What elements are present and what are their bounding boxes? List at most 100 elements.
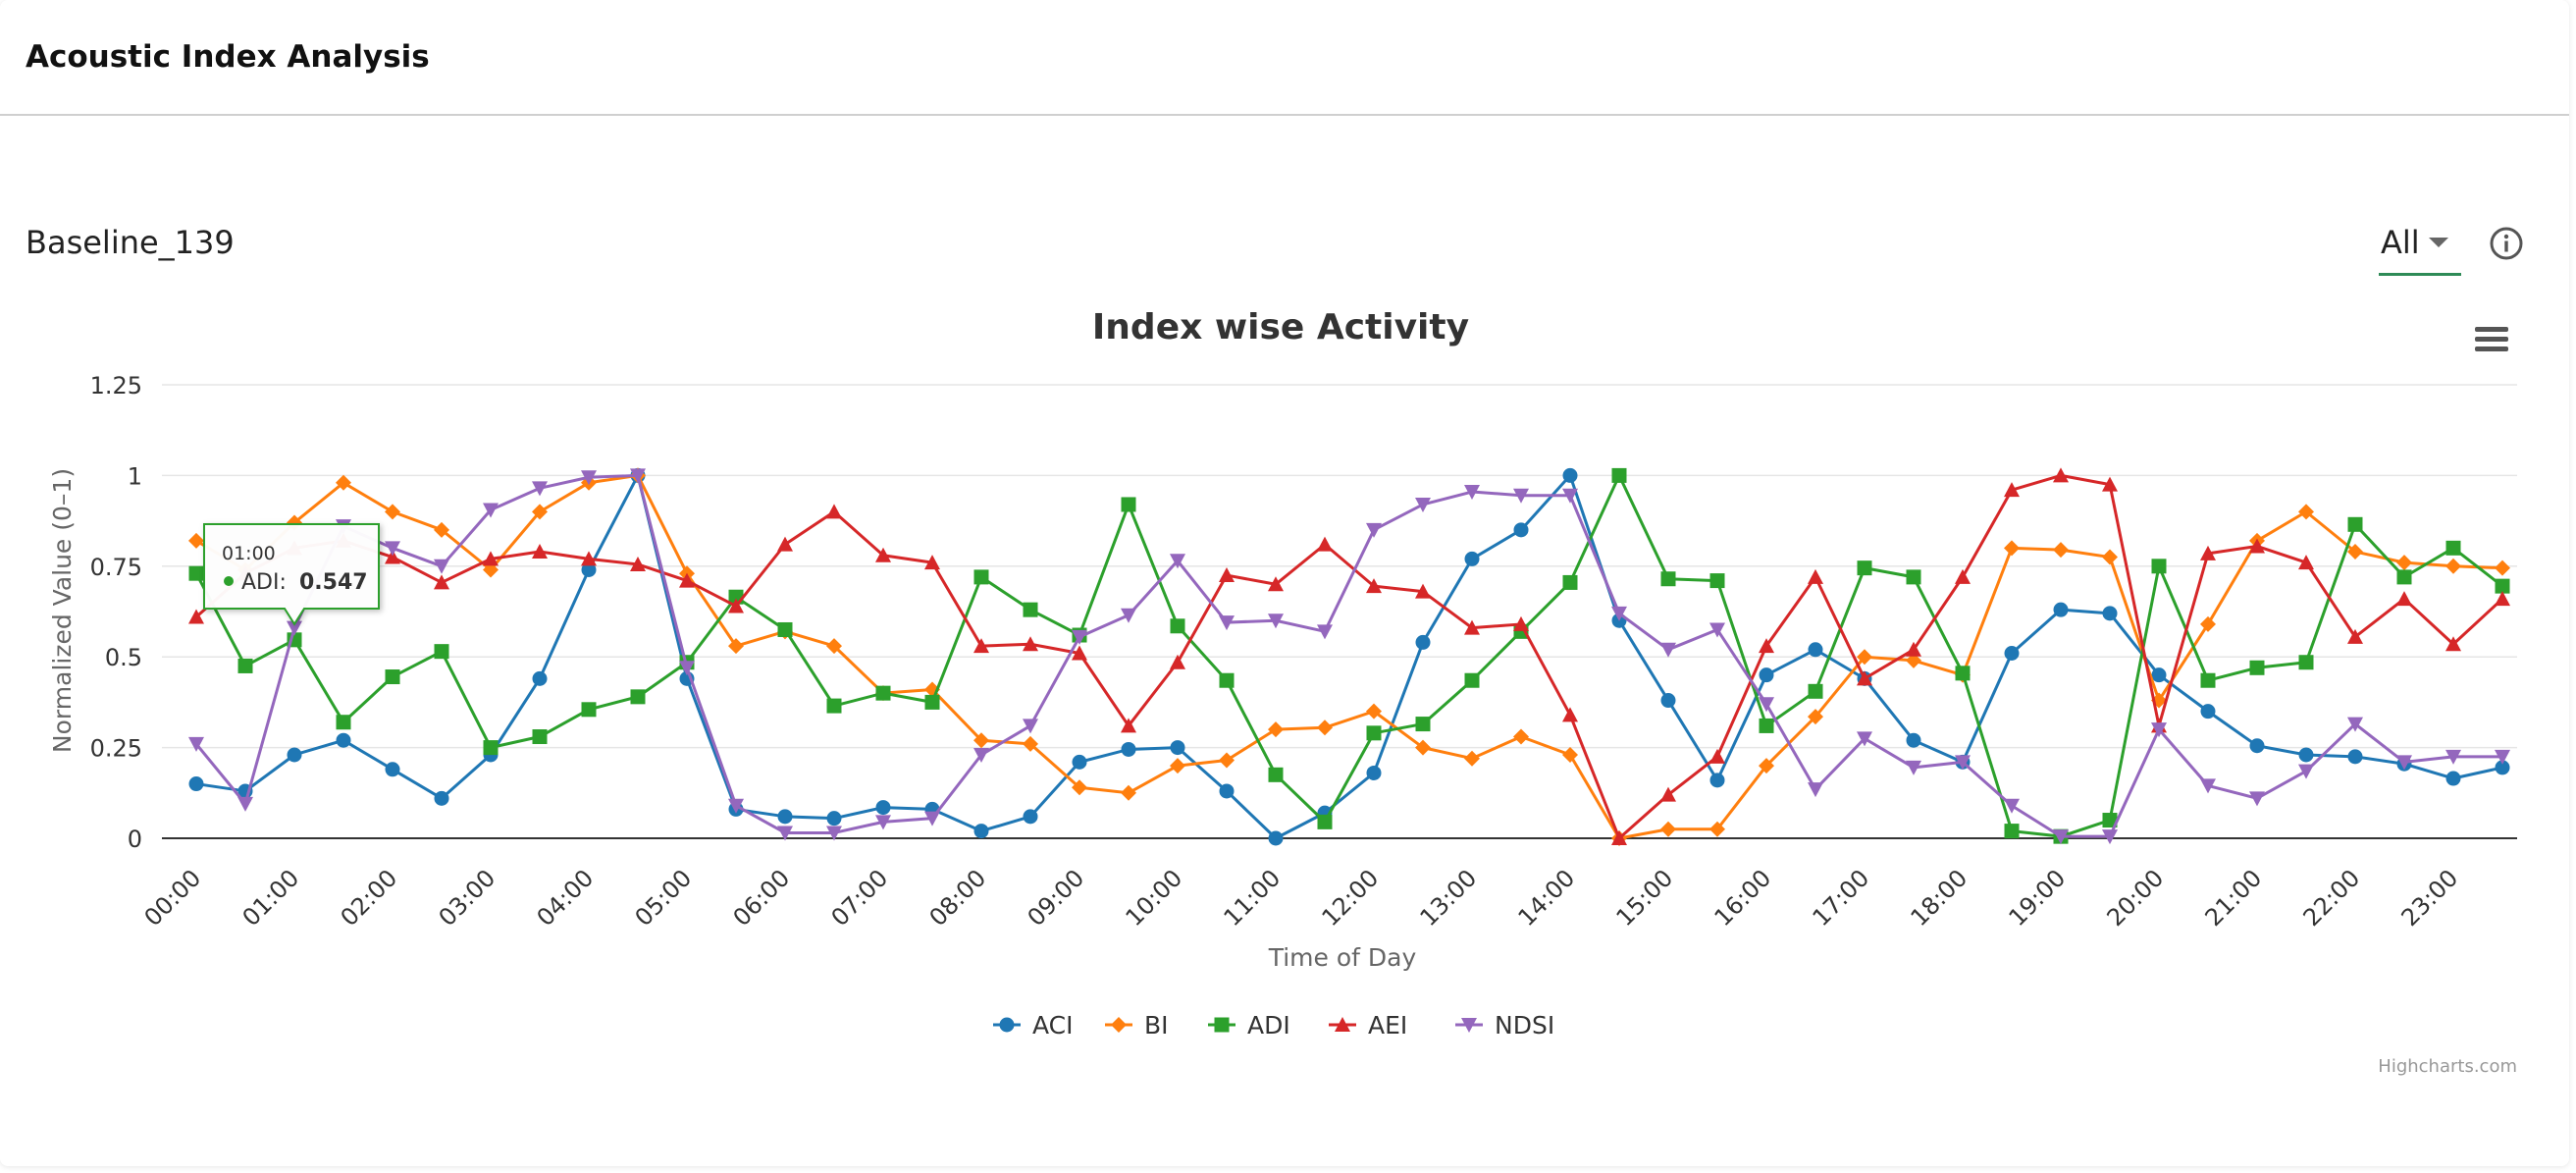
data-point-adi[interactable]	[630, 689, 646, 705]
data-point-bi[interactable]	[1513, 728, 1529, 745]
data-point-bi[interactable]	[483, 561, 499, 578]
legend-marker[interactable]	[1214, 1017, 1230, 1033]
data-point-bi[interactable]	[1268, 721, 1284, 738]
data-point-aei[interactable]	[532, 544, 548, 560]
data-point-aci[interactable]	[2495, 760, 2510, 775]
data-point-ndsi[interactable]	[1219, 615, 1235, 631]
data-point-ndsi[interactable]	[1759, 697, 1774, 713]
data-point-bi[interactable]	[434, 521, 449, 538]
data-point-bi[interactable]	[2053, 542, 2069, 559]
data-point-adi[interactable]	[1121, 497, 1136, 512]
data-point-adi[interactable]	[483, 740, 499, 756]
data-point-adi[interactable]	[2200, 672, 2216, 688]
data-point-aei[interactable]	[826, 504, 842, 519]
data-point-ndsi[interactable]	[630, 468, 646, 484]
index-filter-select[interactable]: All	[2379, 222, 2461, 276]
data-point-ndsi[interactable]	[875, 815, 891, 830]
data-point-ndsi[interactable]	[188, 736, 204, 752]
data-point-aci[interactable]	[1121, 741, 1136, 757]
data-point-aei[interactable]	[483, 551, 499, 566]
data-point-adi[interactable]	[875, 685, 891, 701]
data-point-ndsi[interactable]	[287, 620, 302, 636]
data-point-aei[interactable]	[1611, 830, 1627, 845]
data-point-aei[interactable]	[1857, 670, 1872, 686]
data-point-aci[interactable]	[1513, 522, 1529, 538]
data-point-aci[interactable]	[1170, 740, 1185, 756]
data-point-adi[interactable]	[2102, 813, 2118, 828]
data-point-bi[interactable]	[1808, 709, 1823, 725]
data-point-aei[interactable]	[2249, 538, 2265, 554]
data-point-adi[interactable]	[826, 698, 842, 714]
data-point-bi[interactable]	[1709, 821, 1725, 837]
data-point-ndsi[interactable]	[532, 481, 548, 497]
info-icon[interactable]	[2489, 226, 2524, 261]
data-point-aei[interactable]	[1709, 748, 1725, 764]
legend-marker[interactable]	[1335, 1017, 1350, 1032]
chart-menu-icon[interactable]	[2475, 327, 2508, 351]
data-point-aei[interactable]	[1660, 786, 1676, 802]
data-point-adi[interactable]	[2298, 655, 2314, 670]
data-point-ndsi[interactable]	[1317, 624, 1333, 640]
data-point-aci[interactable]	[1759, 667, 1774, 683]
legend-item-bi[interactable]: BI	[1105, 1011, 1169, 1040]
data-point-aci[interactable]	[1808, 642, 1823, 658]
data-point-aei[interactable]	[1317, 536, 1333, 552]
data-point-aci[interactable]	[875, 800, 891, 816]
legend-marker[interactable]	[1111, 1017, 1127, 1033]
data-point-aei[interactable]	[1808, 568, 1823, 584]
data-point-bi[interactable]	[2200, 615, 2216, 632]
data-point-aei[interactable]	[2298, 555, 2314, 570]
data-point-bi[interactable]	[532, 504, 548, 520]
data-point-bi[interactable]	[1562, 746, 1578, 763]
data-point-bi[interactable]	[2298, 504, 2314, 520]
data-point-aei[interactable]	[1219, 567, 1235, 583]
data-point-aei[interactable]	[2004, 482, 2020, 498]
data-point-bi[interactable]	[2495, 560, 2510, 576]
data-point-bi[interactable]	[1906, 652, 1921, 668]
data-point-adi[interactable]	[1562, 574, 1578, 590]
data-point-ndsi[interactable]	[1464, 485, 1480, 501]
data-point-ndsi[interactable]	[1415, 497, 1431, 512]
data-point-aci[interactable]	[1366, 765, 1382, 780]
data-point-adi[interactable]	[385, 669, 400, 685]
data-point-aci[interactable]	[188, 776, 204, 792]
data-point-aei[interactable]	[973, 638, 989, 654]
data-point-ndsi[interactable]	[1808, 782, 1823, 798]
data-point-aei[interactable]	[1023, 636, 1038, 652]
data-point-ndsi[interactable]	[1170, 554, 1185, 569]
data-point-adi[interactable]	[2249, 660, 2265, 675]
data-point-aei[interactable]	[188, 609, 204, 624]
data-point-aei[interactable]	[777, 536, 793, 552]
data-point-bi[interactable]	[728, 638, 744, 655]
data-point-aci[interactable]	[2004, 646, 2020, 662]
data-point-aei[interactable]	[1072, 645, 1087, 661]
data-point-ndsi[interactable]	[483, 503, 499, 518]
data-point-aci[interactable]	[385, 762, 400, 777]
data-point-ndsi[interactable]	[2053, 829, 2069, 845]
data-point-aei[interactable]	[1415, 583, 1431, 599]
data-point-ndsi[interactable]	[1268, 613, 1284, 629]
data-point-aci[interactable]	[973, 824, 989, 839]
data-point-adi[interactable]	[336, 715, 351, 730]
data-point-aei[interactable]	[1366, 578, 1382, 594]
data-point-ndsi[interactable]	[679, 661, 695, 676]
data-point-ndsi[interactable]	[728, 798, 744, 814]
data-point-ndsi[interactable]	[1660, 642, 1676, 658]
data-point-bi[interactable]	[1366, 703, 1382, 720]
data-point-adi[interactable]	[532, 729, 548, 745]
data-point-aei[interactable]	[434, 574, 449, 590]
data-point-aei[interactable]	[2495, 591, 2510, 607]
data-point-aci[interactable]	[336, 732, 351, 748]
data-point-adi[interactable]	[434, 644, 449, 660]
data-point-aci[interactable]	[826, 811, 842, 826]
data-point-ndsi[interactable]	[581, 470, 597, 486]
data-point-ndsi[interactable]	[1121, 608, 1136, 623]
data-point-adi[interactable]	[1709, 573, 1725, 589]
data-point-aei[interactable]	[1268, 576, 1284, 592]
data-point-aei[interactable]	[1170, 654, 1185, 669]
data-point-adi[interactable]	[2495, 578, 2510, 594]
data-point-ndsi[interactable]	[2445, 749, 2461, 765]
data-point-adi[interactable]	[237, 658, 253, 673]
data-point-adi[interactable]	[1268, 767, 1284, 782]
data-point-adi[interactable]	[1366, 725, 1382, 741]
